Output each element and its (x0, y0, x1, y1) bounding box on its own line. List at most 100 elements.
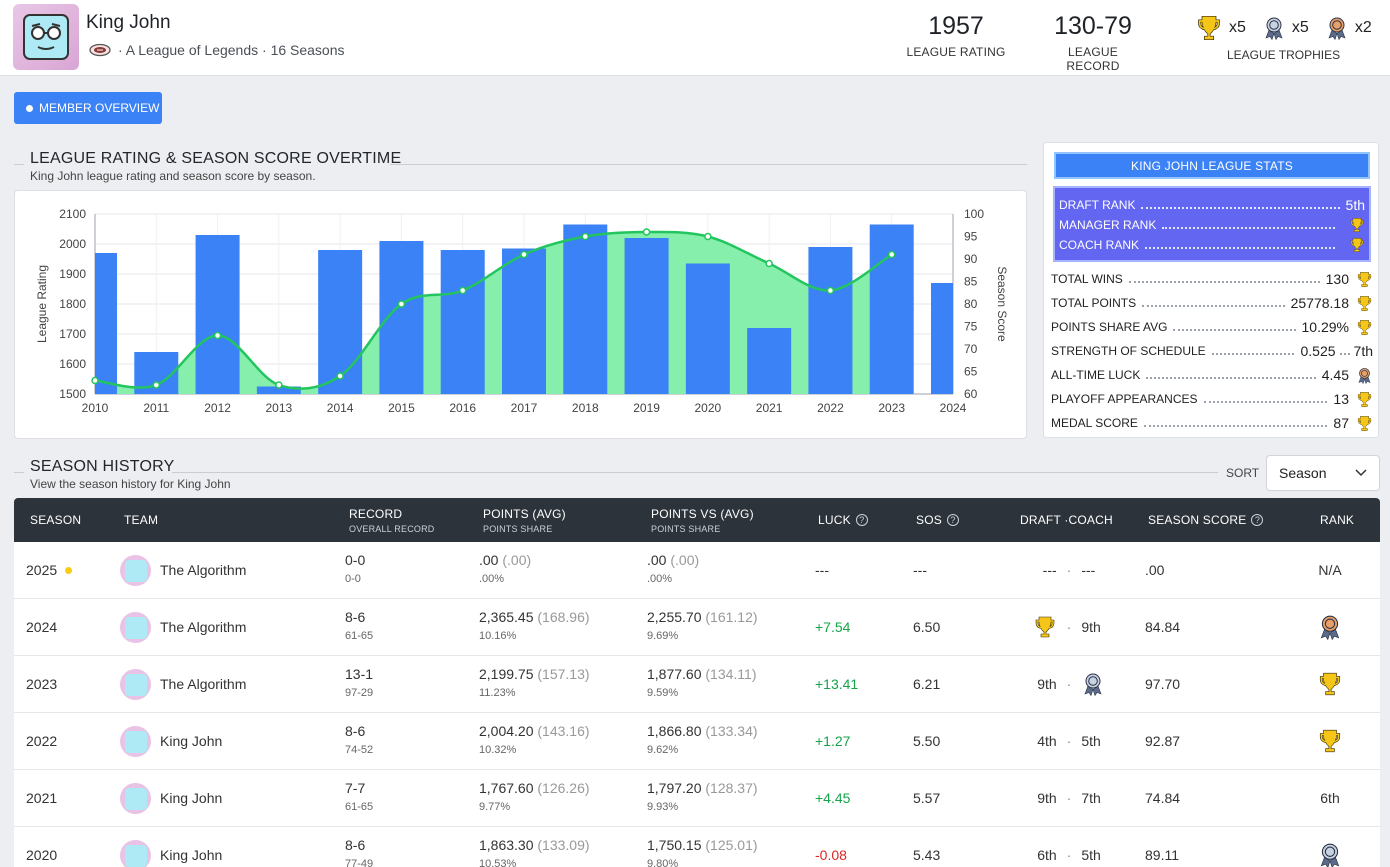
stat-label: STRENGTH OF SCHEDULE (1051, 344, 1206, 358)
season-score-point[interactable] (581, 232, 590, 241)
help-icon[interactable]: ? (1251, 514, 1264, 526)
gold-trophy-icon (1356, 295, 1373, 312)
member-overview-button[interactable]: MEMBER OVERVIEW (14, 92, 162, 124)
gold-trophy-icon (1317, 671, 1343, 697)
col-points[interactable]: POINTS (AVG) POINTS SHARE (483, 506, 566, 534)
manager-avatar[interactable] (13, 4, 79, 70)
y2-tick-label: 60 (964, 387, 978, 401)
y-tick-label: 2000 (59, 237, 86, 251)
dotted-leader (1141, 201, 1340, 209)
x-tick-label: 2014 (327, 401, 354, 415)
help-icon[interactable]: ? (946, 514, 959, 526)
rating-bar[interactable] (808, 247, 853, 394)
chart-section-title: LEAGUE RATING & SEASON SCORE OVERTIME (30, 150, 402, 167)
season-score-point[interactable] (336, 372, 344, 380)
team-name[interactable]: The Algorithm (160, 619, 247, 635)
draft-rank (1021, 615, 1057, 639)
season-score-point[interactable] (887, 250, 896, 259)
rating-bar[interactable] (502, 248, 546, 395)
table-row[interactable]: 2025 The Algorithm 0-0 0-0 .00 (.00) .00% … (14, 542, 1380, 599)
table-row[interactable]: 2023 The Algorithm 13-1 97-29 2,199.75 (1… (14, 656, 1380, 713)
luck-cell: +7.54 (815, 619, 851, 635)
dotted-leader (1203, 395, 1328, 403)
season-score-point[interactable] (213, 331, 222, 340)
x-tick-label: 2020 (695, 401, 722, 415)
season-score-cell: 92.87 (1145, 733, 1181, 749)
col-record[interactable]: RECORD OVERALL RECORD (349, 506, 435, 534)
help-icon[interactable]: ? (855, 514, 868, 526)
rating-bar[interactable] (95, 253, 117, 394)
col-draft-coach[interactable]: DRAFT ·COACH (1020, 513, 1113, 527)
y2-tick-label: 100 (964, 207, 984, 221)
y-tick-label: 2100 (59, 207, 86, 221)
team-name[interactable]: The Algorithm (160, 562, 247, 578)
bullet-icon (26, 104, 33, 112)
col-season-score[interactable]: SEASON SCORE? (1148, 498, 1264, 542)
team-avatar[interactable] (120, 669, 151, 700)
season-score-point[interactable] (458, 286, 467, 295)
team-avatar[interactable] (120, 555, 151, 586)
gold-trophy-icon (1356, 271, 1373, 288)
season-score-point[interactable] (520, 250, 528, 259)
season-score-point[interactable] (397, 300, 406, 308)
team-name[interactable]: King John (160, 847, 223, 863)
league-stat-row: POINTS SHARE AVG 10.29% (1051, 317, 1373, 337)
rating-bar[interactable] (869, 224, 914, 395)
manager-name: King John (86, 12, 171, 33)
team-name[interactable]: King John (160, 733, 223, 749)
points-cell: 2,004.20 (143.16) 10.32% (479, 723, 590, 756)
rating-bar[interactable] (440, 250, 485, 394)
points-cell: .00 (.00) .00% (479, 552, 532, 585)
table-row[interactable]: 2024 The Algorithm 8-6 61-65 2,365.45 (16… (14, 599, 1380, 656)
rank-cell: 6th (1320, 790, 1340, 806)
table-row[interactable]: 2022 King John 8-6 74-52 2,004.20 (143.16… (14, 713, 1380, 770)
team-avatar[interactable] (120, 840, 151, 867)
rating-bar[interactable] (747, 328, 792, 394)
x-tick-label: 2018 (572, 401, 599, 415)
rating-bar[interactable] (195, 235, 240, 394)
team-avatar[interactable] (120, 612, 151, 643)
rank-stat-row: MANAGER RANK (1059, 216, 1365, 234)
record-cell: 8-6 61-65 (345, 609, 374, 642)
section-rule (14, 164, 24, 165)
silver-medal-icon (1081, 672, 1105, 696)
rating-bar[interactable] (563, 224, 608, 395)
rating-bar[interactable] (931, 283, 953, 394)
gold-trophy-icon (1349, 217, 1365, 233)
rating-bar[interactable] (685, 263, 730, 395)
rank-cell (1290, 727, 1370, 755)
team-avatar[interactable] (120, 783, 151, 814)
rating-bar[interactable] (256, 386, 301, 395)
sort-select[interactable]: Season (1266, 455, 1380, 491)
rating-bar[interactable] (318, 250, 363, 394)
col-team[interactable]: TEAM (124, 513, 159, 527)
team-name[interactable]: The Algorithm (160, 676, 247, 692)
league-trophies-label: LEAGUE TROPHIES (1227, 48, 1341, 62)
silver-medal-icon (1317, 842, 1343, 867)
table-row[interactable]: 2021 King John 7-7 61-65 1,767.60 (126.26… (14, 770, 1380, 827)
col-points-vs[interactable]: POINTS VS (AVG) POINTS SHARE (651, 506, 754, 534)
col-sos[interactable]: SOS? (916, 498, 959, 542)
season-score-point[interactable] (826, 286, 835, 295)
coach-rank (1081, 672, 1117, 696)
col-luck[interactable]: LUCK? (818, 498, 868, 542)
league-stat-row: ALL-TIME LUCK 4.45 (1051, 365, 1373, 385)
season-score-point[interactable] (765, 259, 773, 268)
stat-value: 4.45 (1321, 367, 1349, 383)
y2-tick-label: 90 (964, 252, 978, 266)
season-score-point[interactable] (704, 232, 712, 241)
season-score-point[interactable] (642, 228, 651, 236)
season-score-point[interactable] (91, 376, 99, 385)
season-score-point[interactable] (152, 381, 161, 389)
coach-rank: --- (1081, 562, 1096, 578)
rating-bar[interactable] (624, 238, 669, 394)
season-cell: 2024 (26, 619, 58, 635)
col-rank[interactable]: RANK (1320, 513, 1355, 527)
col-season[interactable]: SEASON (30, 513, 82, 527)
season-score-point[interactable] (275, 381, 283, 389)
league-stat-row: TOTAL POINTS 25778.18 (1051, 293, 1373, 313)
team-avatar[interactable] (120, 726, 151, 757)
season-cell: 2025 (26, 562, 73, 578)
team-name[interactable]: King John (160, 790, 223, 806)
table-row[interactable]: 2020 King John 8-6 77-49 1,863.30 (133.09… (14, 827, 1380, 867)
